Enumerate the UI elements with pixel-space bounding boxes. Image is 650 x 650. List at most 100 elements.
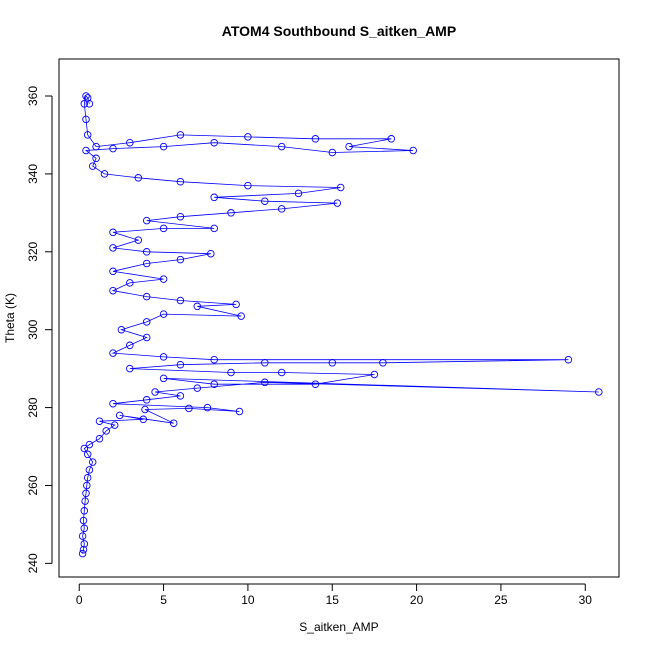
- data-point: [126, 138, 134, 147]
- data-point: [109, 228, 117, 237]
- data-point: [134, 236, 143, 244]
- data-point: [102, 427, 110, 435]
- data-point: [142, 318, 151, 326]
- data-point: [176, 212, 185, 221]
- data-point: [261, 378, 269, 387]
- data-point: [244, 133, 252, 141]
- data-point: [210, 138, 218, 147]
- data-point: [328, 148, 337, 157]
- data-point: [311, 380, 320, 388]
- data-point: [82, 146, 90, 155]
- data-point: [333, 199, 342, 207]
- data-point: [210, 193, 218, 202]
- data-point: [109, 286, 117, 295]
- data-point: [139, 415, 148, 424]
- data-point: [210, 224, 218, 233]
- x-tick-label: 25: [494, 593, 508, 607]
- data-point: [193, 384, 202, 392]
- data-point: [100, 170, 109, 178]
- data-point: [169, 419, 178, 427]
- data-point: [311, 135, 320, 143]
- data-point: [176, 392, 185, 400]
- y-tick-label: 360: [26, 86, 40, 106]
- data-point: [261, 359, 269, 367]
- chart-title: ATOM4 Southbound S_aitken_AMP: [222, 23, 456, 39]
- data-point: [83, 131, 92, 139]
- data-point: [227, 368, 235, 377]
- x-tick-label: 30: [579, 593, 593, 607]
- data-point: [176, 131, 185, 139]
- data-point: [85, 100, 94, 108]
- data-point: [142, 259, 151, 268]
- y-tick-label: 240: [26, 553, 40, 573]
- data-point: [83, 450, 92, 459]
- data-point: [277, 368, 286, 377]
- data-point: [328, 359, 337, 367]
- data-point: [232, 300, 240, 309]
- series-line: [82, 95, 599, 554]
- data-point: [345, 142, 353, 151]
- data-point: [85, 466, 94, 474]
- data-point: [79, 545, 88, 554]
- data-point: [210, 380, 218, 388]
- data-point: [92, 142, 100, 151]
- data-point: [159, 224, 168, 233]
- data-point: [79, 516, 88, 525]
- data-point: [82, 489, 90, 498]
- data-point: [595, 388, 603, 396]
- data-point: [142, 216, 151, 225]
- data-point: [80, 100, 89, 108]
- data-point: [336, 183, 345, 192]
- data-point: [176, 296, 185, 305]
- x-axis: 0 5 10 15 20 25 30: [76, 583, 593, 607]
- data-point: [78, 532, 87, 540]
- data-point: [159, 275, 168, 283]
- data-point: [142, 396, 151, 404]
- data-point: [115, 411, 124, 420]
- data-point: [277, 142, 286, 151]
- y-tick-label: 340: [26, 164, 40, 184]
- data-point: [142, 333, 151, 342]
- data-point: [564, 355, 573, 364]
- data-point: [95, 417, 104, 425]
- data-point: [92, 154, 100, 163]
- data-point: [80, 444, 89, 453]
- data-point: [126, 279, 134, 287]
- y-tick-label: 320: [26, 241, 40, 261]
- y-tick-label: 280: [26, 397, 40, 417]
- data-point: [80, 507, 89, 515]
- data-point: [83, 481, 91, 490]
- x-tick-label: 15: [326, 593, 340, 607]
- data-point: [95, 434, 104, 443]
- data-point: [110, 421, 119, 429]
- y-tick-label: 260: [26, 475, 40, 495]
- y-axis-label: Theta (K): [3, 293, 17, 343]
- data-point: [159, 374, 168, 383]
- x-axis-label: S_aitken_AMP: [299, 620, 378, 634]
- data-point: [176, 255, 185, 264]
- data-point: [117, 325, 126, 334]
- data-point: [142, 292, 151, 301]
- plot-area: [78, 92, 603, 558]
- data-point: [109, 349, 117, 357]
- data-point: [88, 162, 97, 170]
- x-tick-label: 5: [160, 593, 167, 607]
- data-point: [227, 209, 235, 217]
- data-point: [80, 524, 89, 533]
- data-point: [78, 549, 87, 558]
- y-axis: 240 260 280 300 320 340 360: [26, 86, 53, 573]
- data-point: [261, 197, 269, 205]
- data-point: [109, 244, 117, 252]
- data-point: [237, 312, 245, 320]
- data-point: [370, 370, 379, 379]
- data-point: [387, 135, 396, 143]
- data-point: [176, 177, 185, 186]
- y-tick-label: 300: [26, 319, 40, 339]
- data-point: [82, 115, 90, 124]
- data-point: [203, 403, 212, 412]
- x-tick-label: 20: [410, 593, 424, 607]
- data-point: [83, 473, 92, 482]
- data-point: [210, 355, 218, 364]
- data-point: [151, 388, 159, 396]
